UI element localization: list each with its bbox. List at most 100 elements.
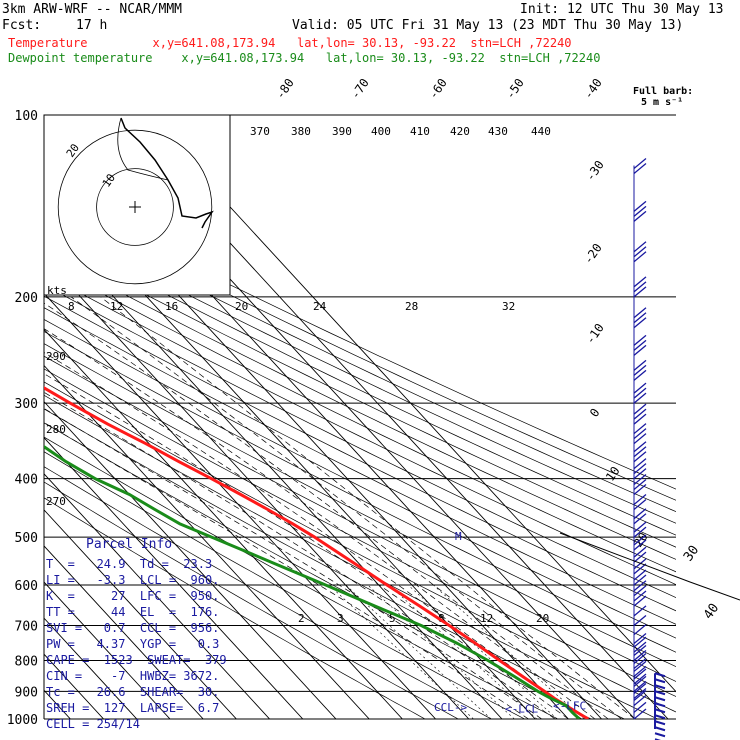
wind-barb-flag — [633, 474, 647, 486]
wind-barb-surface — [654, 720, 666, 726]
hodograph-ring — [96, 168, 174, 246]
wind-barb-flag — [633, 636, 647, 648]
wind-barb-flag — [633, 546, 647, 558]
wind-barb-surface — [654, 696, 666, 702]
wind-barb-flag — [633, 558, 647, 570]
dry-adiabat — [44, 251, 676, 560]
isotherm — [44, 220, 503, 719]
dewpoint-legend: Dewpoint temperature x,y=641.08,173.94 l… — [8, 51, 601, 65]
wind-barb-flag — [633, 590, 647, 602]
hodograph-unit: kts — [47, 284, 67, 297]
wind-barb-flag — [633, 339, 647, 351]
wind-barb-flag — [633, 484, 647, 496]
wind-barb-flag — [633, 653, 647, 665]
wind-barb — [633, 359, 647, 381]
pressure-tick-label: 100 — [15, 109, 38, 124]
knot-label: 20 — [235, 300, 248, 313]
hodograph: 10 20 kts — [43, 114, 231, 297]
wind-barb-flag — [633, 307, 647, 319]
wind-barb-flag — [633, 688, 647, 700]
parcel-row: K = 27 LFC = 950. — [46, 589, 220, 603]
wind-barb — [633, 403, 647, 425]
wind-barb-flag — [633, 551, 647, 563]
wind-barb-flag — [633, 690, 647, 702]
parcel-row: CIN = -7 HWBZ= 3672. — [46, 669, 220, 683]
hodograph-ring-label: 20 — [64, 141, 82, 159]
temp-tick-label: 10 — [603, 464, 623, 484]
wind-barb-flag — [633, 392, 647, 404]
wind-barb-surface — [654, 684, 666, 690]
wind-barb-flag — [633, 633, 647, 645]
dry-adiabat — [44, 284, 676, 598]
barb-legend-title: Full barb: — [633, 86, 694, 97]
parcel-info-title: Parcel Info — [86, 537, 173, 552]
knot-label: 32 — [502, 300, 515, 313]
wind-barb-flag — [633, 614, 647, 626]
init-time: Init: 12 UTC Thu 30 May 13 — [520, 2, 724, 17]
wind-barb — [633, 458, 647, 480]
parcel-row: CELL = 254/14 — [46, 717, 140, 731]
dry-adiabat — [44, 200, 676, 501]
moist-adiabat — [70, 296, 622, 719]
dewpoint-line — [44, 444, 581, 719]
parcel-row: CAPE = 1523 SWEAT= 379 — [46, 653, 227, 667]
wind-barbs — [633, 158, 666, 740]
temp-tick-label: -10 — [583, 321, 607, 347]
wind-barb — [633, 494, 647, 511]
wind-barb-flag — [633, 660, 647, 672]
knot-label: 12 — [110, 300, 123, 313]
dry-adiabat — [44, 230, 676, 536]
wind-barb-surface — [654, 690, 666, 696]
wind-barb-flag — [633, 675, 647, 687]
dry-adiabat — [44, 343, 676, 668]
parcel-row: PW = 4.37 YGP = 0.3 — [46, 637, 220, 651]
wind-barb-flag — [633, 312, 647, 324]
temp-tick-label: 30 — [681, 543, 702, 564]
wind-barb-flag — [633, 251, 647, 263]
pressure-tick-label: 600 — [15, 579, 38, 594]
wind-barb-flag — [633, 428, 647, 440]
temp-tick-label: -60 — [426, 76, 450, 102]
wind-barb — [633, 614, 647, 626]
wind-barb-flag — [633, 641, 647, 653]
sounding-series — [44, 386, 590, 719]
wind-barb — [633, 624, 647, 636]
wind-barb-flag — [633, 658, 647, 670]
theta-label: 270 — [46, 495, 66, 508]
wind-barb-flag — [633, 441, 647, 453]
isotherm — [44, 256, 470, 719]
wind-barb-flag — [633, 605, 647, 617]
pressure-tick-label: 700 — [15, 619, 38, 634]
background-grid — [44, 115, 676, 719]
pressure-tick-label: 300 — [15, 397, 38, 412]
wind-barb — [633, 508, 647, 525]
theta-label: 280 — [46, 423, 66, 436]
dry-adiabat — [44, 319, 676, 639]
parcel-row: TT = 44 EL = 176. — [46, 605, 220, 619]
parcel-row: SREH = 127 LAPSE= 6.7 — [46, 701, 220, 715]
mixing-ratio-label: 20 — [536, 612, 549, 625]
wind-barb-flag — [633, 463, 647, 475]
wind-barb-surface — [654, 708, 666, 714]
pressure-tick-label: 900 — [15, 685, 38, 700]
wind-barb — [633, 334, 647, 356]
wind-barb-flag — [633, 344, 647, 356]
wind-barb-flag — [633, 408, 647, 420]
isotherm — [44, 328, 403, 719]
wind-barb-flag — [633, 563, 647, 575]
theta-label: 400 — [371, 125, 391, 138]
wind-barb-surface — [654, 678, 666, 684]
pressure-tick-label: 1000 — [7, 713, 38, 728]
wind-barb-flag — [633, 508, 647, 520]
wind-barb-flag — [633, 649, 647, 661]
wind-barb — [633, 382, 647, 404]
wind-barb — [633, 534, 647, 551]
wind-barb-flag — [633, 526, 647, 538]
wind-barb — [633, 633, 647, 645]
wind-barb-flag — [633, 665, 647, 677]
wind-barb-flag — [633, 387, 647, 399]
wind-barb-flag — [633, 433, 647, 445]
wind-barb — [633, 241, 647, 263]
valid-time: Valid: 05 UTC Fri 31 May 13 (23 MDT Thu … — [292, 18, 684, 33]
